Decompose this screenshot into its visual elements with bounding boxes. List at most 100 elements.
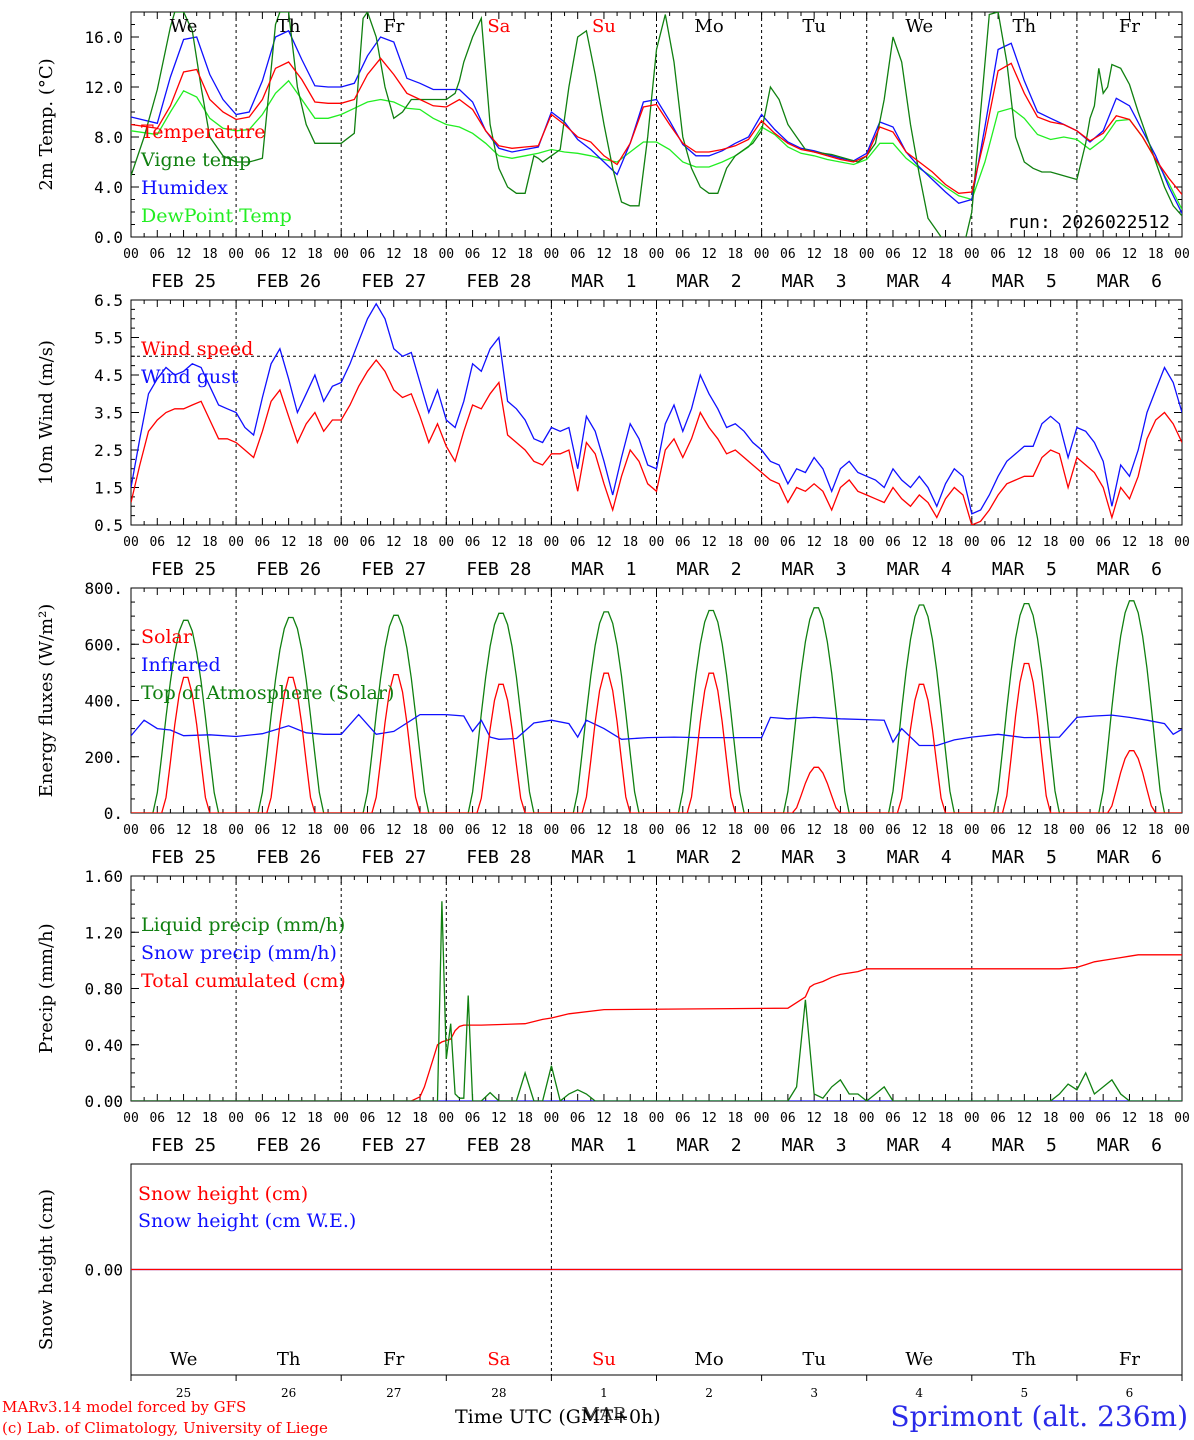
weekday-label: Fr	[1119, 1349, 1140, 1370]
weekday-label: We	[905, 16, 933, 37]
hour-label: 06	[675, 247, 691, 262]
weekday-label: Tu	[802, 1349, 826, 1370]
hour-label: 00	[544, 247, 560, 262]
date-label: FEB 28	[466, 1135, 531, 1156]
hour-label: 12	[701, 823, 717, 838]
date-label: FEB 27	[361, 559, 426, 580]
y-axis-title: Precip (mm/h)	[36, 923, 57, 1053]
hour-label: 18	[202, 1111, 218, 1126]
hour-label: 18	[517, 823, 533, 838]
legend-entry: Wind speed	[141, 338, 253, 360]
date-label: FEB 26	[256, 1135, 321, 1156]
legend-entry: Infrared	[141, 654, 221, 676]
day-number: 25	[176, 1386, 191, 1400]
hour-label: 00	[228, 247, 244, 262]
legend-entry: Liquid precip (mm/h)	[141, 914, 345, 936]
y-tick-label: 5.5	[94, 329, 123, 348]
plot-frame	[130, 11, 1183, 238]
date-label: MAR 2	[677, 847, 742, 868]
hour-label: 00	[1174, 247, 1190, 262]
hour-label: 06	[465, 247, 481, 262]
date-label: FEB 26	[256, 271, 321, 292]
month-label: MAR	[581, 1404, 626, 1425]
hour-label: 18	[202, 247, 218, 262]
date-label: MAR 3	[782, 271, 847, 292]
hour-label: 06	[780, 247, 796, 262]
hour-label: 18	[833, 1111, 849, 1126]
series-line-vigne-temp	[131, 12, 1182, 237]
hour-label: 18	[727, 823, 743, 838]
hour-label: 06	[149, 1111, 165, 1126]
hour-label: 06	[780, 1111, 796, 1126]
hour-label: 00	[123, 535, 139, 550]
legend-entry: Solar	[141, 626, 193, 648]
hour-label: 00	[964, 247, 980, 262]
hour-label: 00	[333, 247, 349, 262]
hour-label: 12	[911, 1111, 927, 1126]
weekday-label: Th	[277, 1349, 301, 1370]
hour-label: 12	[596, 1111, 612, 1126]
hour-label: 06	[1095, 823, 1111, 838]
hour-label: 18	[307, 535, 323, 550]
hour-label: 06	[1095, 535, 1111, 550]
hour-label: 06	[1095, 1111, 1111, 1126]
hour-label: 18	[938, 1111, 954, 1126]
hour-label: 00	[333, 823, 349, 838]
hour-label: 00	[754, 1111, 770, 1126]
hour-label: 06	[675, 1111, 691, 1126]
day-number: 3	[810, 1386, 818, 1400]
series-line-liquid-precip-mm-h-	[131, 901, 1182, 1101]
hour-label: 06	[990, 823, 1006, 838]
hour-label: 06	[780, 535, 796, 550]
hour-label: 00	[964, 535, 980, 550]
hour-label: 12	[1017, 535, 1033, 550]
hour-label: 06	[780, 823, 796, 838]
hour-label: 06	[1095, 247, 1111, 262]
y-tick-label: 12.0	[84, 78, 123, 97]
hour-label: 18	[307, 1111, 323, 1126]
hour-label: 00	[754, 535, 770, 550]
hour-label: 12	[176, 1111, 192, 1126]
hour-label: 00	[438, 535, 454, 550]
y-tick-label: 3.5	[94, 404, 123, 423]
hour-label: 00	[754, 823, 770, 838]
hour-label: 18	[1148, 1111, 1164, 1126]
hour-label: 18	[938, 535, 954, 550]
hour-label: 00	[438, 247, 454, 262]
hour-label: 00	[544, 1111, 560, 1126]
y-tick-label: 0.00	[84, 1261, 123, 1280]
weekday-label: Th	[1013, 16, 1037, 37]
legend-entry: Top of Atmosphere (Solar)	[141, 682, 394, 704]
day-number: 6	[1126, 1386, 1134, 1400]
hour-label: 18	[1043, 535, 1059, 550]
series-line-wind-gust	[131, 302, 1182, 515]
series-group	[131, 12, 1182, 237]
weekday-label: Fr	[383, 16, 404, 37]
day-number: 28	[491, 1386, 506, 1400]
y-tick-label: 400.	[84, 692, 123, 711]
hour-label: 18	[412, 823, 428, 838]
credit-lab: (c) Lab. of Climatology, University of L…	[2, 1419, 328, 1437]
hour-label: 06	[675, 823, 691, 838]
hour-label: 18	[1148, 535, 1164, 550]
weekday-label: Su	[592, 16, 616, 37]
hour-label: 06	[990, 247, 1006, 262]
date-label: FEB 26	[256, 847, 321, 868]
hour-label: 18	[938, 823, 954, 838]
hour-label: 12	[491, 823, 507, 838]
hour-label: 12	[596, 823, 612, 838]
y-tick-label: 1.60	[84, 867, 123, 886]
hour-label: 00	[438, 823, 454, 838]
day-number: 26	[281, 1386, 296, 1400]
date-label: MAR 4	[887, 1135, 952, 1156]
hour-label: 12	[176, 247, 192, 262]
y-axis-title: 2m Temp. (°C)	[36, 58, 57, 190]
hour-label: 00	[228, 1111, 244, 1126]
hour-label: 12	[386, 535, 402, 550]
hour-label: 12	[176, 823, 192, 838]
hour-label: 06	[570, 1111, 586, 1126]
hour-label: 12	[386, 823, 402, 838]
series-line-top-of-atmosphere-solar-	[131, 600, 1182, 813]
hour-label: 00	[228, 535, 244, 550]
hour-label: 18	[1043, 1111, 1059, 1126]
